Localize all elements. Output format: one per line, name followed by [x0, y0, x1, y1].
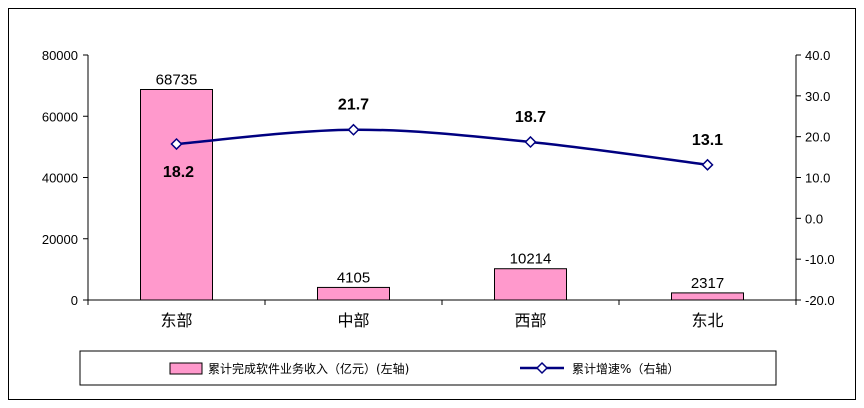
bar-value-label: 68735 — [156, 71, 198, 88]
growth-rate-marker — [347, 123, 360, 136]
right-tick-label: -10.0 — [805, 252, 835, 267]
category-label: 东北 — [691, 311, 723, 330]
legend-line-label: 累计增速%（右轴） — [572, 361, 679, 376]
left-tick-label: 20000 — [42, 232, 78, 247]
left-tick-label: 40000 — [42, 171, 78, 186]
growth-rate-line — [176, 128, 708, 167]
legend-bar-swatch — [169, 362, 203, 375]
revenue-bar — [671, 292, 744, 301]
category-label: 西部 — [514, 311, 546, 330]
right-tick-label: 30.0 — [805, 89, 830, 104]
right-tick-label: -20.0 — [805, 293, 835, 308]
right-tick-label: 10.0 — [805, 171, 830, 186]
bar-value-label: 10214 — [510, 251, 552, 268]
revenue-bar — [494, 268, 567, 301]
bar-value-label: 2317 — [691, 275, 724, 292]
revenue-bar — [140, 88, 213, 301]
category-label: 东部 — [160, 311, 192, 330]
line-value-label: 21.7 — [338, 97, 369, 114]
left-tick-label: 60000 — [42, 109, 78, 124]
category-label: 中部 — [337, 311, 369, 330]
left-tick-label: 80000 — [42, 48, 78, 63]
line-value-label: 13.1 — [692, 132, 723, 149]
line-value-label: 18.7 — [515, 109, 546, 126]
right-tick-label: 40.0 — [805, 48, 830, 63]
growth-rate-marker — [170, 137, 183, 151]
right-tick-label: 20.0 — [805, 130, 830, 145]
growth-rate-marker — [524, 135, 537, 149]
line-value-label: 18.2 — [163, 164, 194, 181]
revenue-bar — [317, 286, 390, 301]
legend-line-marker — [535, 361, 549, 375]
growth-rate-marker — [701, 158, 714, 171]
bar-value-label: 4105 — [337, 269, 370, 286]
right-tick-label: 0.0 — [805, 211, 823, 226]
legend-bar-label: 累计完成软件业务收入（亿元）(左轴) — [208, 361, 409, 376]
left-tick-label: 0 — [71, 293, 78, 308]
